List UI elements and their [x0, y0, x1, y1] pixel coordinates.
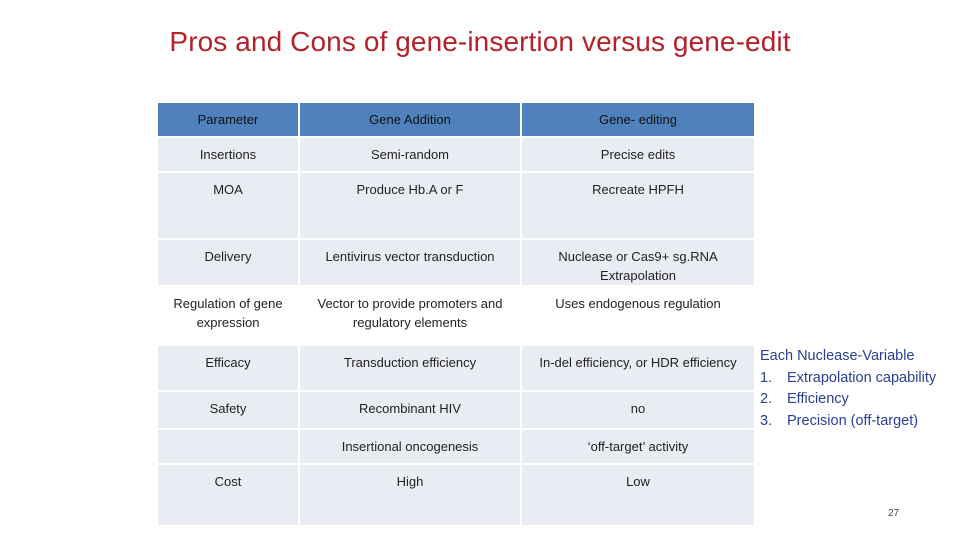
table-row-regulation: Regulation of gene expression Vector to … — [158, 287, 754, 344]
list-item-text: Efficiency — [787, 391, 849, 407]
table-header-row: Parameter Gene Addition Gene- editing — [158, 103, 754, 136]
table-row-safety: Safety Recombinant HIV no — [158, 392, 754, 428]
table-cell: Delivery — [158, 240, 298, 285]
table-cell: Low — [522, 465, 754, 525]
table-cell: Recreate HPFH — [522, 173, 754, 238]
side-note-list: 1. Extrapolation capability 2. Efficiency … — [760, 368, 955, 433]
table-cell: High — [300, 465, 520, 525]
table-cell: Regulation of gene expression — [158, 287, 298, 344]
list-item: 3. Precision (off-target) — [760, 411, 955, 433]
table-cell: Vector to provide promoters and regulato… — [300, 287, 520, 344]
header-cell-gene-editing: Gene- editing — [522, 103, 754, 136]
list-item-number: 3. — [760, 412, 773, 429]
table-cell: In-del efficiency, or HDR efficiency — [522, 346, 754, 390]
table-row-moa: MOA Produce Hb.A or F Recreate HPFH — [158, 173, 754, 238]
header-cell-gene-addition: Gene Addition — [300, 103, 520, 136]
table-cell: Safety — [158, 392, 298, 428]
list-item-number: 2. — [760, 391, 773, 407]
list-item: 1. Extrapolation capability — [760, 368, 955, 390]
comparison-table: Parameter Gene Addition Gene- editing In… — [156, 101, 756, 527]
table-cell: Transduction efficiency — [300, 346, 520, 390]
table-cell: ‘off-target’ activity — [522, 430, 754, 463]
table-row-efficacy: Efficacy Transduction efficiency In-del … — [158, 346, 754, 390]
table-cell: no — [522, 392, 754, 428]
table-cell: MOA — [158, 173, 298, 238]
list-item-text: Precision (off-target) — [787, 412, 919, 429]
list-item: 2. Efficiency — [760, 389, 955, 411]
table-cell: Uses endogenous regulation — [522, 287, 754, 344]
side-note-heading: Each Nuclease-Variable — [760, 348, 915, 364]
slide-title: Pros and Cons of gene-insertion versus g… — [169, 26, 791, 57]
table-cell: Produce Hb.A or F — [300, 173, 520, 238]
page-number: 27 — [888, 508, 900, 519]
table-cell: Efficacy — [158, 346, 298, 390]
table-cell: Insertional oncogenesis — [300, 430, 520, 463]
table-row-delivery: Delivery Lentivirus vector transduction … — [158, 240, 754, 285]
table-cell: Insertions — [158, 138, 298, 171]
table-cell: Recombinant HIV — [300, 392, 520, 428]
list-item-number: 1. — [760, 369, 773, 386]
side-note: Each Nuclease-Variable 1. Extrapolation c… — [760, 346, 955, 432]
table-row-safety-continued: Insertional oncogenesis ‘off-target’ act… — [158, 430, 754, 463]
table-cell: Semi-random — [300, 138, 520, 171]
table-row-cost: Cost High Low — [158, 465, 754, 525]
table-row-insertions: Insertions Semi-random Precise edits — [158, 138, 754, 171]
table-cell: Nuclease or Cas9+ sg.RNA Extrapolation — [522, 240, 754, 285]
list-item-text: Extrapolation capability — [787, 369, 937, 386]
table-cell: Precise edits — [522, 138, 754, 171]
table-cell — [158, 430, 298, 463]
header-cell-parameter: Parameter — [158, 103, 298, 136]
table-cell: Cost — [158, 465, 298, 525]
table-cell: Lentivirus vector transduction — [300, 240, 520, 285]
